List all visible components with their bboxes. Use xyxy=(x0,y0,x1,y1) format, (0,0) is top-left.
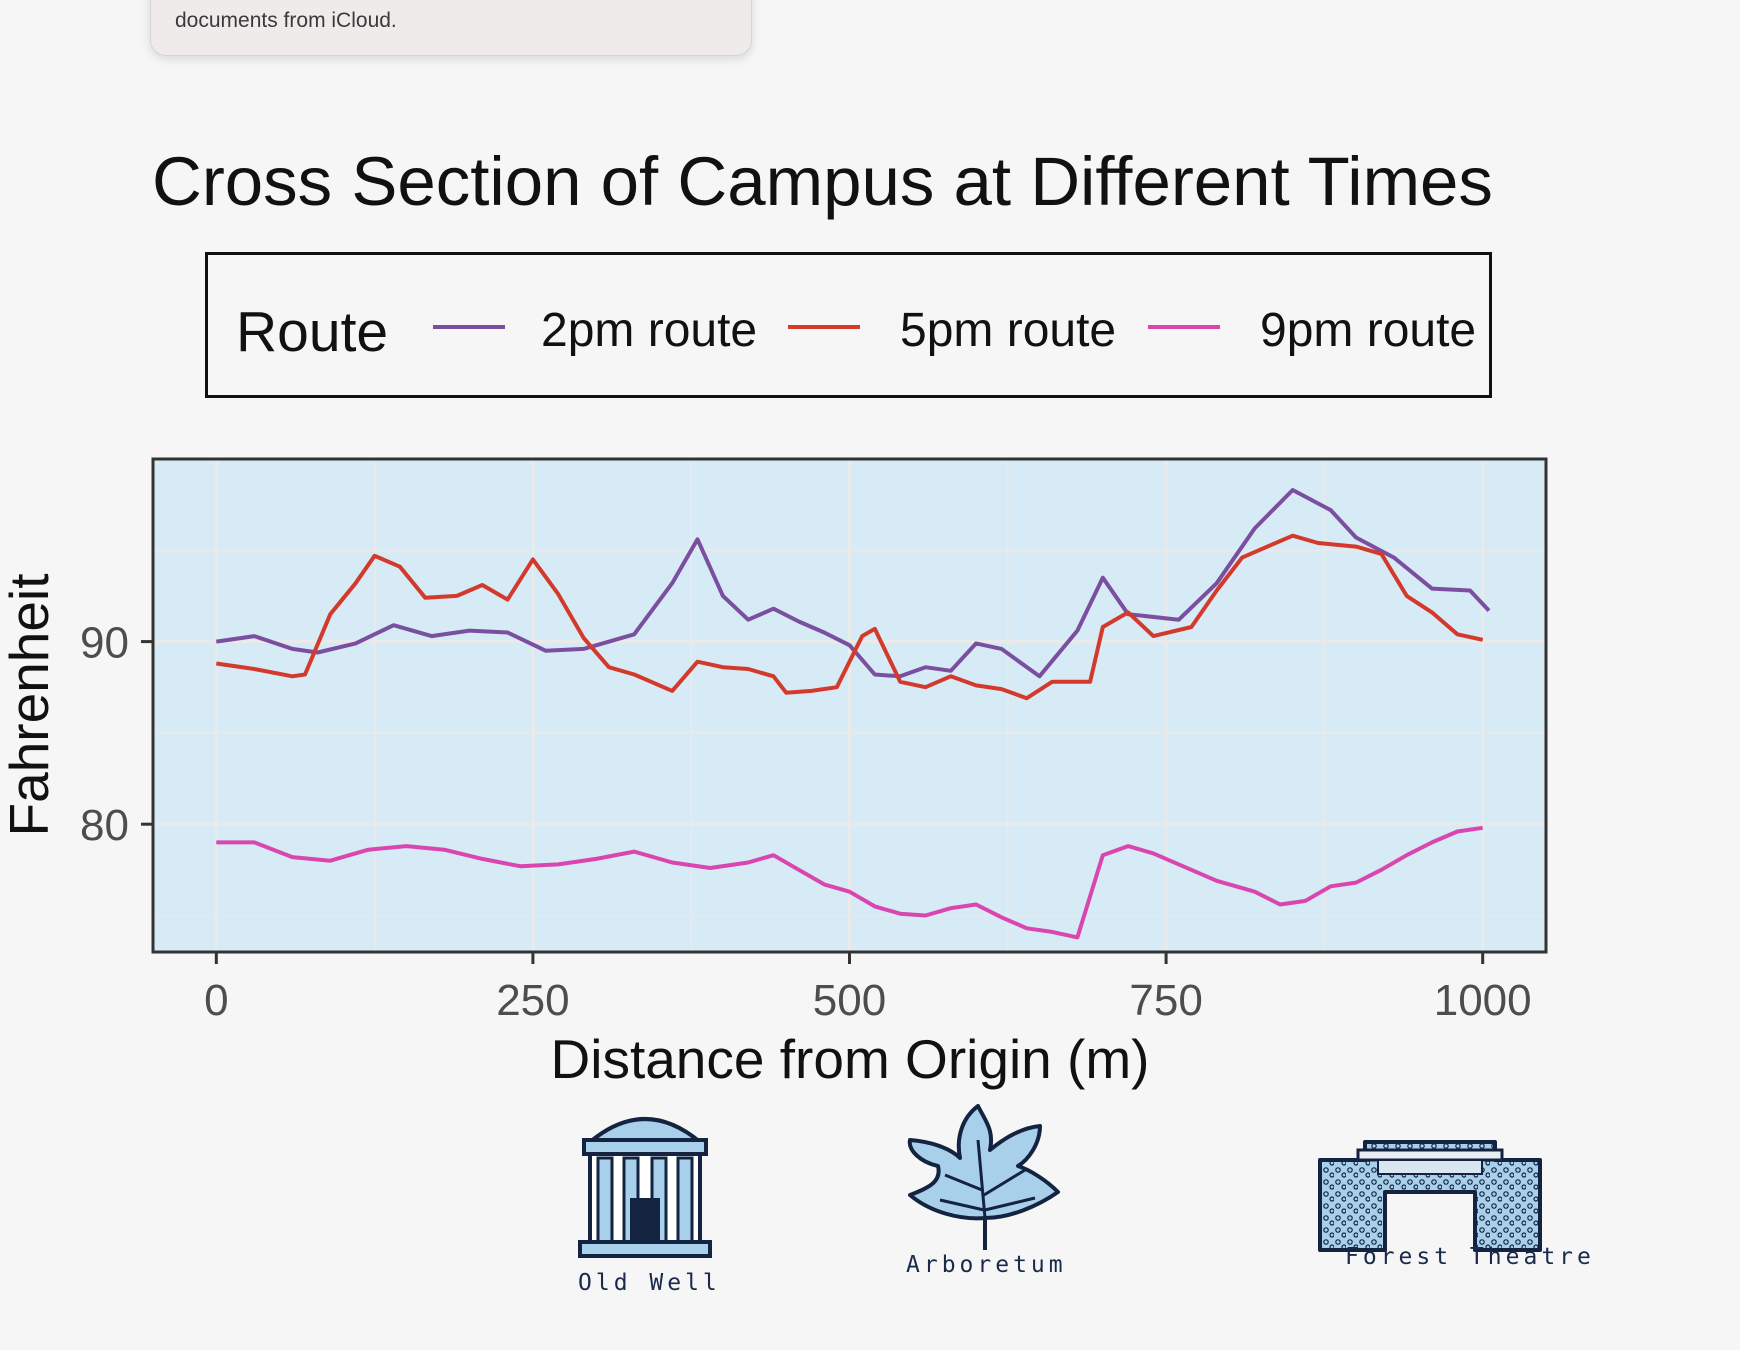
y-axis-title: Fahrenheit xyxy=(0,574,60,837)
legend-swatch-9pm xyxy=(1148,325,1220,329)
y-tick-label: 90 xyxy=(80,619,129,668)
legend-swatch-2pm xyxy=(433,325,505,329)
legend-label-2pm: 2pm route xyxy=(541,304,758,357)
forest-theatre-icon xyxy=(1318,1140,1542,1252)
x-tick-label: 1000 xyxy=(1434,976,1532,1025)
legend-label-9pm: 9pm route xyxy=(1260,304,1477,357)
landmark-caption-forest-theatre: Forest Theatre xyxy=(1345,1244,1595,1270)
x-tick-label: 0 xyxy=(204,976,228,1025)
grid-lines xyxy=(153,459,1546,952)
series-line-5pm-route xyxy=(216,533,1484,701)
landmark-old-well: Old Well xyxy=(570,1100,720,1300)
landmark-caption-arboretum: Arboretum xyxy=(906,1252,1067,1278)
notification-banner[interactable]: documents from iCloud. xyxy=(150,0,752,56)
notification-text: documents from iCloud. xyxy=(175,9,397,32)
series-line-9pm-route xyxy=(216,825,1483,940)
x-tick-label: 250 xyxy=(496,976,569,1025)
landmark-caption-old-well: Old Well xyxy=(578,1270,721,1296)
legend-swatch-5pm xyxy=(788,325,860,329)
landmark-forest-theatre: Forest Theatre xyxy=(1310,1130,1591,1300)
x-tick-label: 500 xyxy=(813,976,886,1025)
axis-ticks: 0 250 500 750 1000 80 90 xyxy=(80,619,1532,1025)
legend: Route 2pm route 5pm route 9pm route xyxy=(205,252,1492,398)
x-axis-title: Distance from Origin (m) xyxy=(551,1028,1150,1090)
old-well-icon xyxy=(578,1117,712,1258)
legend-label-5pm: 5pm route xyxy=(900,304,1117,357)
legend-title: Route xyxy=(236,300,389,364)
line-chart: 0 250 500 750 1000 80 90 Distance from Origin … xyxy=(0,457,1548,1090)
landmark-arboretum: Arboretum xyxy=(890,1100,1080,1300)
leaf-icon xyxy=(907,1104,1060,1250)
series-line-2pm-route xyxy=(216,488,1491,679)
x-tick-label: 750 xyxy=(1129,976,1202,1025)
y-tick-label: 80 xyxy=(80,801,129,850)
series-lines xyxy=(216,488,1491,940)
chart-title: Cross Section of Campus at Different Tim… xyxy=(152,143,1493,220)
